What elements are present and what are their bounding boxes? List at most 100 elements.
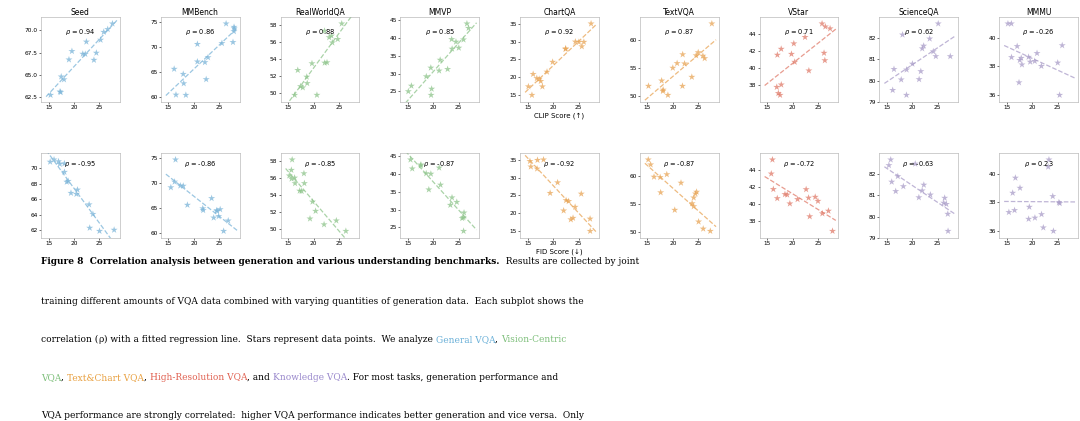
Point [813, 210, 831, 217]
Point [689, 49, 706, 56]
Point [910, 76, 928, 83]
Point [940, 228, 957, 234]
Point [225, 39, 242, 45]
Point [295, 170, 312, 177]
Point [684, 200, 701, 207]
Point [53, 73, 70, 80]
Point [1035, 224, 1052, 231]
Point [646, 173, 663, 180]
Text: , and: , and [247, 373, 273, 382]
Point [935, 200, 953, 206]
Point [522, 158, 539, 165]
Point [529, 157, 546, 163]
Text: General VQA: General VQA [435, 335, 495, 344]
Point [319, 59, 336, 66]
Point [422, 92, 440, 99]
Point [1004, 189, 1022, 196]
Point [1021, 204, 1038, 210]
Point [400, 88, 417, 95]
Point [1005, 207, 1023, 213]
Point [532, 78, 550, 85]
Point [937, 201, 955, 208]
Point [95, 29, 112, 35]
Point [431, 164, 448, 171]
Point [92, 37, 109, 43]
Point [418, 73, 435, 80]
Point [422, 171, 440, 177]
Title: ChartQA: ChartQA [543, 8, 576, 17]
Point [561, 198, 578, 205]
Point [1013, 55, 1030, 61]
Text: Vision-Centric: Vision-Centric [501, 335, 566, 344]
Point [307, 208, 324, 214]
Point [685, 203, 702, 210]
Point [523, 163, 540, 170]
Point [208, 207, 226, 214]
Point [404, 165, 421, 172]
Point [1020, 53, 1037, 60]
Point [431, 67, 448, 74]
Point [940, 210, 957, 217]
Point [447, 38, 464, 45]
Text: ) with a fitted regression line.  Stars represent data points.  We analyze: ) with a fitted regression line. Stars r… [104, 335, 435, 344]
Point [175, 80, 192, 87]
Point [422, 64, 440, 71]
Text: $\rho$ = 0.85: $\rho$ = 0.85 [424, 27, 455, 37]
Point [337, 228, 354, 234]
Point [549, 179, 566, 186]
Point [197, 59, 214, 66]
Point [1020, 216, 1037, 222]
Point [1032, 211, 1050, 218]
Point [81, 224, 98, 231]
Point [688, 189, 705, 195]
Text: $\rho$ = -0.85: $\rho$ = -0.85 [303, 159, 336, 169]
Point [418, 170, 435, 177]
Point [885, 87, 902, 93]
Point [316, 59, 334, 66]
Point [1013, 61, 1030, 68]
Point [1049, 59, 1066, 66]
Point [930, 20, 947, 27]
Point [56, 160, 73, 167]
Point [226, 28, 243, 35]
Point [443, 36, 460, 43]
Point [91, 228, 108, 234]
Point [785, 40, 802, 47]
Text: ,: , [144, 373, 150, 382]
Text: $\rho$ = -0.92: $\rho$ = -0.92 [543, 159, 576, 169]
Point [1051, 200, 1068, 207]
Point [87, 50, 105, 56]
Point [281, 172, 298, 179]
Point [51, 161, 68, 168]
Point [104, 20, 121, 27]
Point [333, 20, 350, 27]
Point [175, 183, 192, 189]
Title: ScienceQA: ScienceQA [899, 8, 939, 17]
Text: ρ: ρ [98, 335, 104, 344]
Point [41, 158, 58, 165]
Point [894, 31, 912, 38]
Point [921, 192, 939, 198]
Point [198, 76, 215, 83]
Point [544, 59, 562, 65]
Point [781, 200, 798, 207]
Point [674, 51, 691, 58]
Point [189, 58, 206, 65]
Point [652, 189, 670, 196]
Point [1040, 156, 1057, 163]
Point [765, 186, 782, 192]
Point [897, 67, 915, 73]
Point [455, 214, 472, 221]
Point [69, 187, 86, 193]
Point [58, 179, 76, 185]
Point [764, 156, 781, 163]
Point [762, 171, 780, 177]
Point [1026, 58, 1043, 64]
Point [423, 85, 441, 92]
Point [81, 201, 98, 208]
Point [455, 228, 472, 234]
Point [458, 20, 475, 27]
Point [63, 190, 80, 197]
Title: RealWorldQA: RealWorldQA [295, 8, 345, 17]
Point [687, 190, 704, 197]
